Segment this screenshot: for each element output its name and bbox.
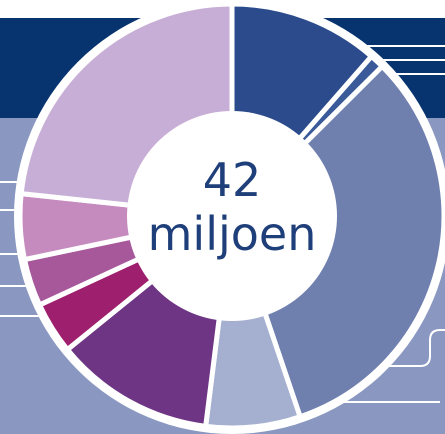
pie-slice-3 (229, 63, 445, 420)
center-unit: miljoen (148, 207, 317, 261)
donut-hole (127, 111, 337, 321)
center-value: 42 (203, 153, 262, 207)
leader-line-right-4 (360, 329, 445, 367)
